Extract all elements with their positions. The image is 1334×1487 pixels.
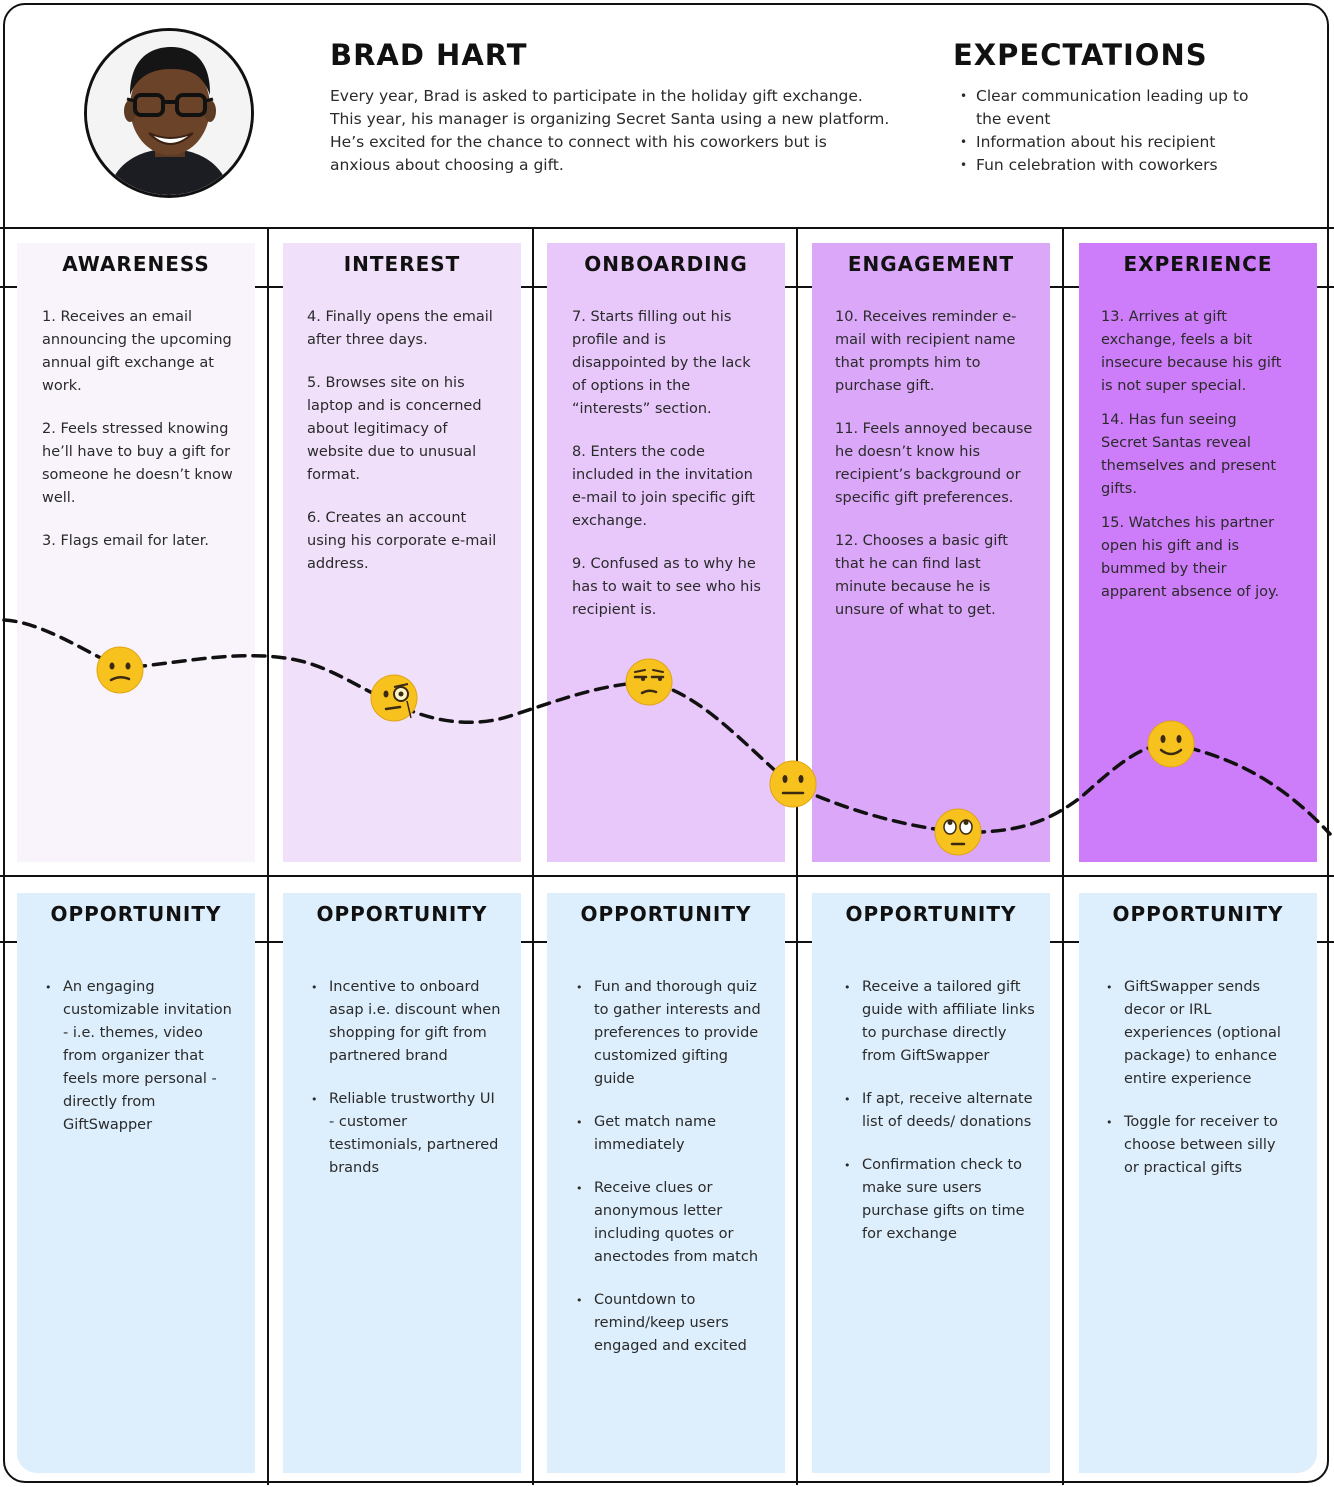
- persona-name: BRAD HART: [330, 38, 528, 72]
- expectation-item: Information about his recipient: [960, 131, 1260, 154]
- stage-steps: 1. Receives an email announcing the upco…: [42, 306, 238, 573]
- stage-column-engagement: ENGAGEMENT: [812, 243, 1050, 862]
- opportunity-list: GiftSwapper sends decor or IRL experienc…: [1104, 976, 1294, 1200]
- opportunity-label: OPPORTUNITY: [316, 902, 488, 926]
- opportunity-item: If apt, receive alternate list of deeds/…: [842, 1088, 1038, 1134]
- opportunity-item: An engaging customizable invitation - i.…: [43, 976, 233, 1137]
- opportunity-list: An engaging customizable invitation - i.…: [43, 976, 233, 1157]
- opportunity-label: OPPORTUNITY: [845, 902, 1017, 926]
- unamused-face-icon: [625, 658, 673, 706]
- stage-label: AWARENESS: [62, 252, 210, 276]
- opportunity-item: Countdown to remind/keep users engaged a…: [574, 1289, 770, 1358]
- stage-label: ONBOARDING: [584, 252, 748, 276]
- opportunity-list: Receive a tailored gift guide with affil…: [842, 976, 1038, 1266]
- persona-bio: Every year, Brad is asked to participate…: [330, 87, 890, 174]
- opportunity-label: OPPORTUNITY: [580, 902, 752, 926]
- opportunity-item: Fun and thorough quiz to gather interest…: [574, 976, 770, 1091]
- stage-step: 6. Creates an account using his corporat…: [307, 510, 497, 572]
- stage-steps: 10. Receives reminder e-mail with recipi…: [835, 306, 1033, 642]
- persona-avatar: [84, 28, 254, 198]
- opportunity-item: Confirmation check to make sure users pu…: [842, 1154, 1038, 1246]
- expectation-item: Clear communication leading up to the ev…: [960, 85, 1260, 131]
- eye-roll-face-icon: [934, 808, 982, 856]
- opportunity-item: Get match name immediately: [574, 1111, 770, 1157]
- face-with-monocle-icon: [370, 674, 418, 722]
- stage-step: 11. Feels annoyed because he doesn’t kno…: [835, 421, 1033, 506]
- stage-step: 7. Starts filling out his profile and is…: [572, 309, 751, 417]
- stage-step: 15. Watches his partner open his gift an…: [1101, 515, 1280, 600]
- column-divider: [267, 227, 269, 1485]
- neutral-face-icon: [769, 760, 817, 808]
- stage-step: 12. Chooses a basic gift that he can fin…: [835, 533, 1008, 618]
- stage-step: 2. Feels stressed knowing he’ll have to …: [42, 421, 233, 506]
- opportunity-label: OPPORTUNITY: [50, 902, 222, 926]
- opportunity-label: OPPORTUNITY: [1112, 902, 1284, 926]
- stage-step: 14. Has fun seeing Secret Santas reveal …: [1101, 412, 1277, 497]
- stage-step: 9. Confused as to why he has to wait to …: [572, 556, 761, 618]
- opportunity-list: Incentive to onboard asap i.e. discount …: [309, 976, 503, 1200]
- opportunity-item: Receive a tailored gift guide with affil…: [842, 976, 1038, 1068]
- opportunity-item: Reliable trustworthy UI - customer testi…: [309, 1088, 503, 1180]
- expectations-heading: EXPECTATIONS: [953, 38, 1208, 72]
- stage-column-interest: INTEREST: [283, 243, 521, 862]
- opportunity-divider: [0, 875, 1334, 877]
- stage-steps: 13. Arrives at gift exchange, feels a bi…: [1101, 306, 1285, 624]
- column-divider: [532, 227, 534, 1485]
- stage-step: 4. Finally opens the email after three d…: [307, 309, 493, 348]
- stage-steps: 4. Finally opens the email after three d…: [307, 306, 503, 596]
- stage-step: 8. Enters the code included in the invit…: [572, 444, 755, 529]
- column-divider: [1062, 227, 1064, 1485]
- opportunity-list: Fun and thorough quiz to gather interest…: [574, 976, 770, 1378]
- expectation-item: Fun celebration with coworkers: [960, 154, 1260, 177]
- stage-step: 5. Browses site on his laptop and is con…: [307, 375, 482, 483]
- column-divider: [796, 227, 798, 1485]
- stage-label: EXPERIENCE: [1123, 252, 1273, 276]
- stage-label: ENGAGEMENT: [847, 252, 1015, 276]
- expectations-list: Clear communication leading up to the ev…: [960, 85, 1260, 177]
- stage-step: 13. Arrives at gift exchange, feels a bi…: [1101, 309, 1282, 394]
- opportunity-item: Receive clues or anonymous letter includ…: [574, 1177, 770, 1269]
- stage-column-experience: EXPERIENCE: [1079, 243, 1317, 862]
- stage-label: INTEREST: [343, 252, 461, 276]
- opportunity-item: Incentive to onboard asap i.e. discount …: [309, 976, 503, 1068]
- header-divider: [0, 227, 1334, 229]
- stage-step: 3. Flags email for later.: [42, 533, 209, 549]
- stage-steps: 7. Starts filling out his profile and is…: [572, 306, 764, 642]
- stage-column-awareness: AWARENESS: [17, 243, 255, 862]
- confused-face-icon: [96, 646, 144, 694]
- opportunity-item: GiftSwapper sends decor or IRL experienc…: [1104, 976, 1294, 1091]
- slightly-smiling-face-icon: [1147, 720, 1195, 768]
- opportunity-item: Toggle for receiver to choose between si…: [1104, 1111, 1294, 1180]
- stage-step: 1. Receives an email announcing the upco…: [42, 309, 232, 394]
- stage-step: 10. Receives reminder e-mail with recipi…: [835, 309, 1017, 394]
- stage-column-onboarding: ONBOARDING: [547, 243, 785, 862]
